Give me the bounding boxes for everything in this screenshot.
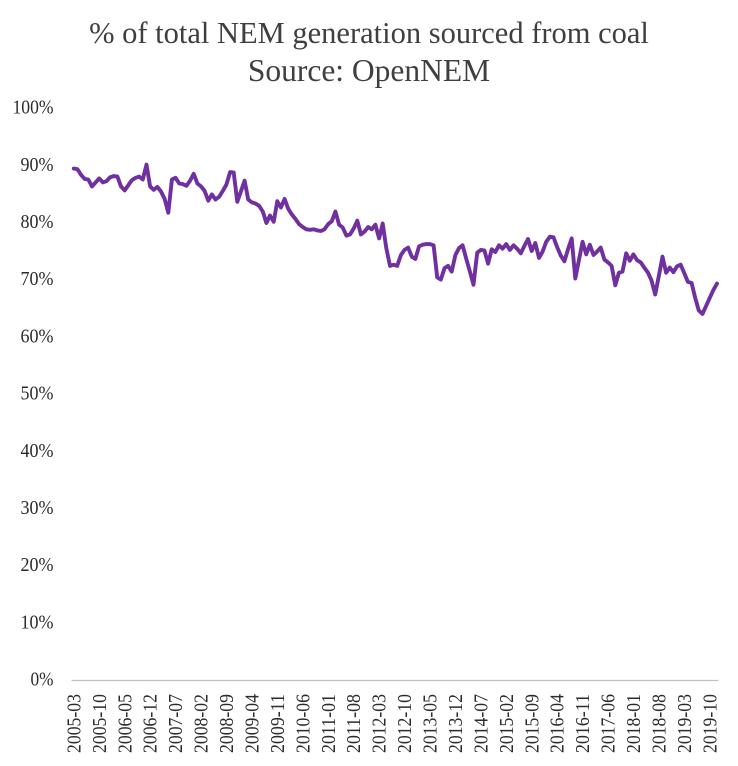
svg-text:40%: 40%: [21, 440, 54, 462]
svg-text:20%: 20%: [21, 554, 54, 576]
svg-text:100%: 100%: [13, 97, 54, 119]
svg-text:2013-05: 2013-05: [420, 694, 442, 753]
svg-text:2012-10: 2012-10: [394, 694, 416, 753]
svg-text:2018-08: 2018-08: [649, 694, 671, 753]
svg-text:2010-06: 2010-06: [292, 694, 314, 753]
svg-text:50%: 50%: [21, 383, 54, 405]
svg-text:2012-03: 2012-03: [369, 694, 391, 753]
svg-text:2013-12: 2013-12: [445, 694, 467, 753]
svg-text:10%: 10%: [21, 611, 54, 633]
svg-text:2019-03: 2019-03: [674, 694, 696, 753]
svg-text:2011-08: 2011-08: [343, 694, 365, 753]
svg-text:2011-01: 2011-01: [318, 694, 340, 753]
svg-text:2016-04: 2016-04: [547, 694, 569, 753]
svg-text:2009-04: 2009-04: [242, 694, 264, 753]
svg-text:0%: 0%: [31, 669, 54, 691]
svg-text:30%: 30%: [21, 497, 54, 519]
svg-text:2009-11: 2009-11: [267, 694, 289, 753]
svg-text:70%: 70%: [21, 268, 54, 290]
svg-text:2005-10: 2005-10: [89, 694, 111, 753]
svg-text:2017-06: 2017-06: [598, 694, 620, 753]
svg-text:2014-07: 2014-07: [470, 694, 492, 753]
svg-text:2006-05: 2006-05: [114, 694, 136, 753]
svg-text:2016-11: 2016-11: [572, 694, 594, 753]
svg-text:2005-03: 2005-03: [63, 694, 85, 753]
svg-text:90%: 90%: [21, 154, 54, 176]
svg-text:60%: 60%: [21, 325, 54, 347]
svg-text:2008-09: 2008-09: [216, 694, 238, 753]
svg-text:2019-10: 2019-10: [699, 694, 721, 753]
svg-text:2008-02: 2008-02: [191, 694, 213, 753]
svg-text:2006-12: 2006-12: [140, 694, 162, 753]
svg-text:2018-01: 2018-01: [623, 694, 645, 753]
svg-text:2015-09: 2015-09: [521, 694, 543, 753]
svg-text:2015-02: 2015-02: [496, 694, 518, 753]
svg-text:2007-07: 2007-07: [165, 694, 187, 753]
svg-text:80%: 80%: [21, 211, 54, 233]
